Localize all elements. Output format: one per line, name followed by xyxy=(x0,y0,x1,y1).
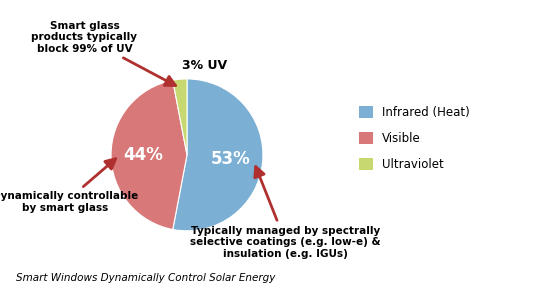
Wedge shape xyxy=(173,79,187,155)
Wedge shape xyxy=(111,80,187,230)
Text: Typically managed by spectrally
selective coatings (e.g. low-e) &
insulation (e.: Typically managed by spectrally selectiv… xyxy=(190,167,381,259)
Text: Smart Windows Dynamically Control Solar Energy: Smart Windows Dynamically Control Solar … xyxy=(16,273,276,283)
Text: Smart glass
products typically
block 99% of UV: Smart glass products typically block 99%… xyxy=(31,21,175,86)
Text: 44%: 44% xyxy=(123,146,163,164)
Legend: Infrared (Heat), Visible, Ultraviolet: Infrared (Heat), Visible, Ultraviolet xyxy=(359,106,470,171)
Text: 53%: 53% xyxy=(211,150,251,168)
Text: Dynamically controllable
by smart glass: Dynamically controllable by smart glass xyxy=(0,159,139,213)
Wedge shape xyxy=(173,79,263,231)
Text: 3% UV: 3% UV xyxy=(183,59,228,72)
